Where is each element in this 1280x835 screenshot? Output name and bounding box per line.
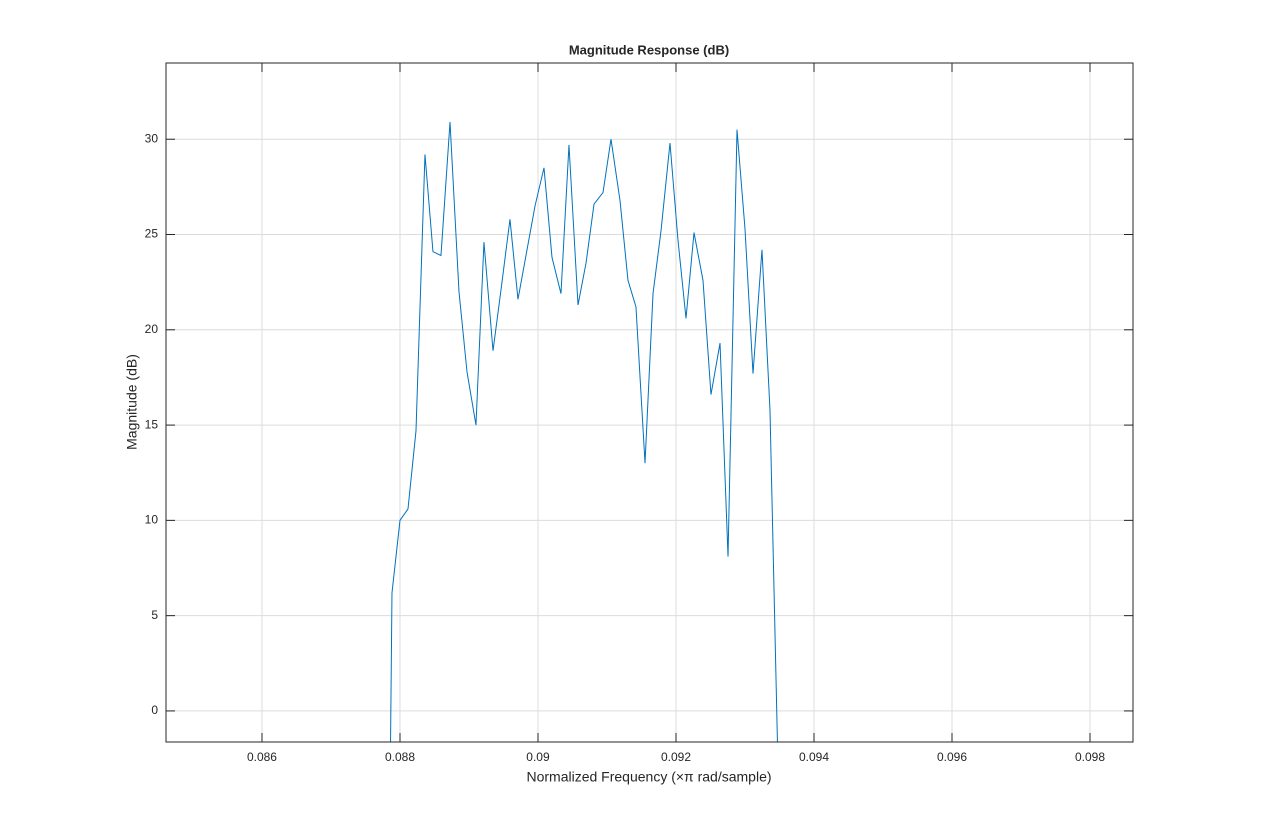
x-tick-label: 0.09: [526, 750, 550, 764]
x-tick-label: 0.088: [385, 750, 415, 764]
x-tick-label: 0.096: [937, 750, 967, 764]
x-axis-label: Normalized Frequency (×π rad/sample): [526, 769, 771, 785]
data-line: [390, 122, 778, 742]
plot-area: [166, 63, 1133, 742]
x-tick-label: 0.086: [247, 750, 277, 764]
axes-box: [165, 62, 1134, 743]
chart-title: Magnitude Response (dB): [569, 42, 729, 57]
y-axis-label: Magnitude (dB): [124, 354, 140, 450]
y-tick-label: 0: [151, 703, 158, 717]
x-tick-label: 0.098: [1075, 750, 1105, 764]
y-tick-label: 15: [145, 417, 159, 431]
y-tick-label: 20: [145, 322, 159, 336]
plot-lines: [390, 122, 778, 742]
y-tick-label: 25: [145, 227, 159, 241]
y-tick-label: 10: [145, 513, 159, 527]
y-tick-label: 30: [145, 131, 159, 145]
x-tick-label: 0.094: [799, 750, 829, 764]
x-tick-label: 0.092: [661, 750, 691, 764]
y-tick-label: 5: [151, 608, 158, 622]
grid: [166, 63, 1133, 742]
